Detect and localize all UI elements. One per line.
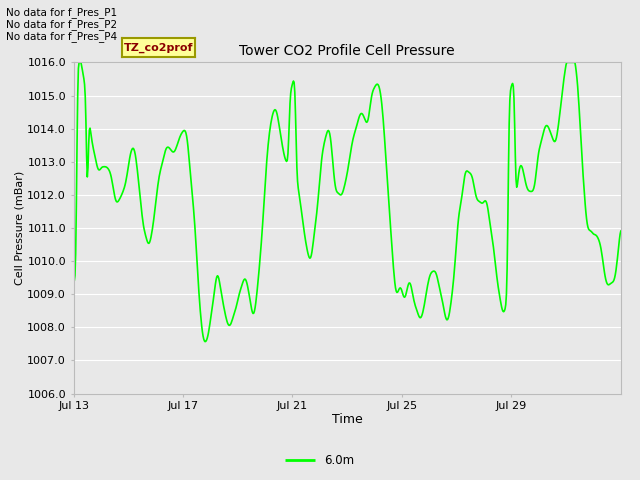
Text: TZ_co2prof: TZ_co2prof [124, 42, 193, 53]
X-axis label: Time: Time [332, 413, 363, 426]
Y-axis label: Cell Pressure (mBar): Cell Pressure (mBar) [15, 171, 24, 285]
Text: No data for f_Pres_P2: No data for f_Pres_P2 [6, 19, 118, 30]
Title: Tower CO2 Profile Cell Pressure: Tower CO2 Profile Cell Pressure [239, 45, 455, 59]
Text: No data for f_Pres_P4: No data for f_Pres_P4 [6, 31, 118, 42]
Legend: 6.0m: 6.0m [281, 449, 359, 472]
Text: No data for f_Pres_P1: No data for f_Pres_P1 [6, 7, 118, 18]
